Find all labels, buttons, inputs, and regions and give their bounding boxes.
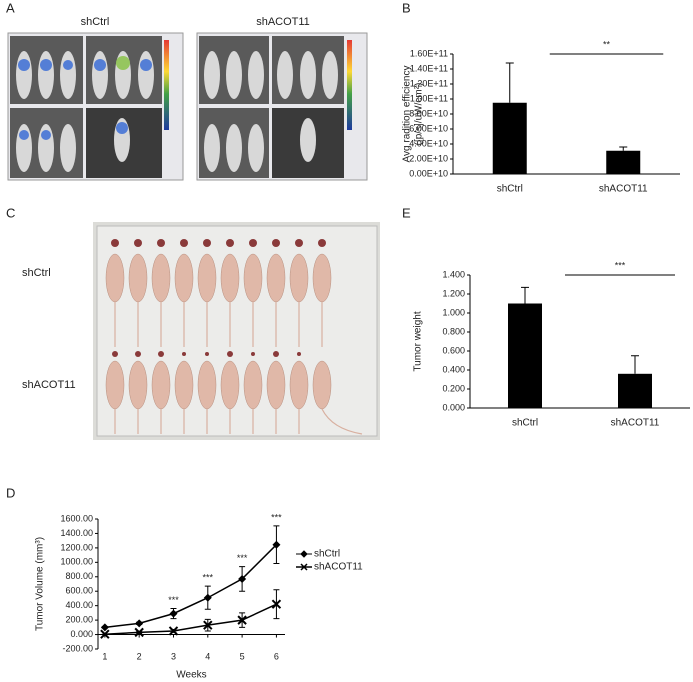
series-line bbox=[104, 544, 277, 629]
marker bbox=[272, 540, 281, 549]
significance-label: ** bbox=[603, 39, 611, 49]
significance-label: *** bbox=[203, 573, 214, 583]
x-tick-label: 2 bbox=[137, 651, 142, 661]
bar bbox=[492, 102, 527, 174]
legend-marker bbox=[296, 563, 312, 571]
marker bbox=[203, 593, 212, 602]
x-tick-label: 1 bbox=[102, 651, 107, 661]
y-tick-label: 0.800 bbox=[442, 326, 465, 336]
significance-label: *** bbox=[237, 553, 248, 563]
marker bbox=[169, 609, 178, 618]
legend-label: shACOT11 bbox=[314, 562, 363, 573]
marker bbox=[271, 599, 282, 609]
y-axis-label: Tumor weight bbox=[413, 311, 424, 371]
y-tick-label: 1600.00 bbox=[60, 513, 93, 523]
y-tick-label: 8.00E+10 bbox=[409, 108, 448, 118]
y-tick-label: 0.200 bbox=[442, 383, 465, 393]
y-tick-label: 1.60E+11 bbox=[410, 48, 448, 58]
x-tick-label: shACOT11 bbox=[611, 418, 660, 429]
y-axis-label: ([p/s]/uW/cm²) bbox=[414, 83, 425, 146]
y-tick-label: 1200.00 bbox=[60, 542, 93, 552]
x-tick-label: 3 bbox=[171, 651, 176, 661]
y-tick-label: 1.20E+11 bbox=[410, 78, 448, 88]
y-tick-label: 1400.00 bbox=[60, 528, 93, 538]
significance-label: *** bbox=[271, 512, 282, 522]
marker bbox=[100, 629, 110, 639]
panel-label: E bbox=[402, 205, 411, 220]
marker bbox=[168, 626, 179, 636]
y-tick-label: 0.000 bbox=[442, 402, 465, 412]
error-bar bbox=[521, 286, 529, 304]
error-bar bbox=[631, 355, 639, 374]
legend-marker bbox=[296, 550, 312, 558]
imaging-photo bbox=[7, 32, 368, 181]
photo-caption: shACOT11 bbox=[22, 379, 76, 391]
marker bbox=[237, 615, 247, 625]
marker bbox=[134, 627, 144, 638]
panel-label: B bbox=[402, 0, 411, 15]
x-tick-label: 5 bbox=[240, 651, 245, 661]
marker bbox=[100, 623, 109, 632]
y-tick-label: 0.400 bbox=[442, 364, 465, 374]
significance-label: *** bbox=[168, 595, 179, 605]
y-tick-label: 1.40E+11 bbox=[410, 63, 448, 73]
bar bbox=[618, 373, 652, 408]
y-tick-label: 1.200 bbox=[442, 288, 465, 298]
marker bbox=[135, 619, 144, 628]
x-tick-label: 4 bbox=[205, 651, 210, 661]
x-tick-label: shCtrl bbox=[497, 184, 523, 195]
y-tick-label: 0.000 bbox=[70, 629, 93, 639]
marker bbox=[238, 574, 247, 583]
y-tick-label: 1.00E+11 bbox=[410, 93, 448, 103]
y-tick-label: 600.00 bbox=[65, 586, 93, 596]
mice-photo bbox=[93, 222, 380, 440]
y-tick-label: 800.00 bbox=[65, 571, 93, 581]
y-tick-label: 200.00 bbox=[65, 614, 93, 624]
y-tick-label: 1000.00 bbox=[60, 557, 93, 567]
error-bar bbox=[505, 62, 514, 103]
x-axis-label: Weeks bbox=[176, 670, 206, 681]
y-axis-label: Tumor Volume (mm³) bbox=[35, 537, 46, 631]
marker bbox=[203, 620, 213, 630]
y-axis-label: Avg radition efficiency bbox=[402, 66, 413, 163]
panel-label: C bbox=[6, 205, 15, 220]
bar bbox=[508, 303, 542, 408]
panel-label: D bbox=[6, 485, 15, 500]
y-tick-label: 1.400 bbox=[442, 269, 465, 279]
y-tick-label: 0.600 bbox=[442, 345, 465, 355]
y-tick-label: 4.00E+10 bbox=[409, 138, 448, 148]
photo-caption: shCtrl bbox=[81, 16, 110, 28]
y-tick-label: 6.00E+10 bbox=[409, 123, 448, 133]
series-line bbox=[104, 603, 277, 635]
y-tick-label: -200.00 bbox=[62, 643, 93, 653]
y-tick-label: 1.000 bbox=[442, 307, 465, 317]
x-tick-label: shCtrl bbox=[512, 418, 538, 429]
panel-label: A bbox=[6, 0, 15, 15]
y-tick-label: 0.00E+10 bbox=[409, 168, 448, 178]
legend-label: shCtrl bbox=[314, 549, 340, 560]
photo-caption: shCtrl bbox=[22, 267, 51, 279]
y-tick-label: 400.00 bbox=[65, 600, 93, 610]
x-tick-label: shACOT11 bbox=[599, 184, 648, 195]
significance-label: *** bbox=[615, 260, 626, 270]
y-tick-label: 2.00E+10 bbox=[409, 153, 448, 163]
photo-caption: shACOT11 bbox=[256, 16, 310, 28]
x-tick-label: 6 bbox=[274, 651, 279, 661]
bar bbox=[606, 150, 641, 174]
error-bar bbox=[619, 146, 628, 151]
